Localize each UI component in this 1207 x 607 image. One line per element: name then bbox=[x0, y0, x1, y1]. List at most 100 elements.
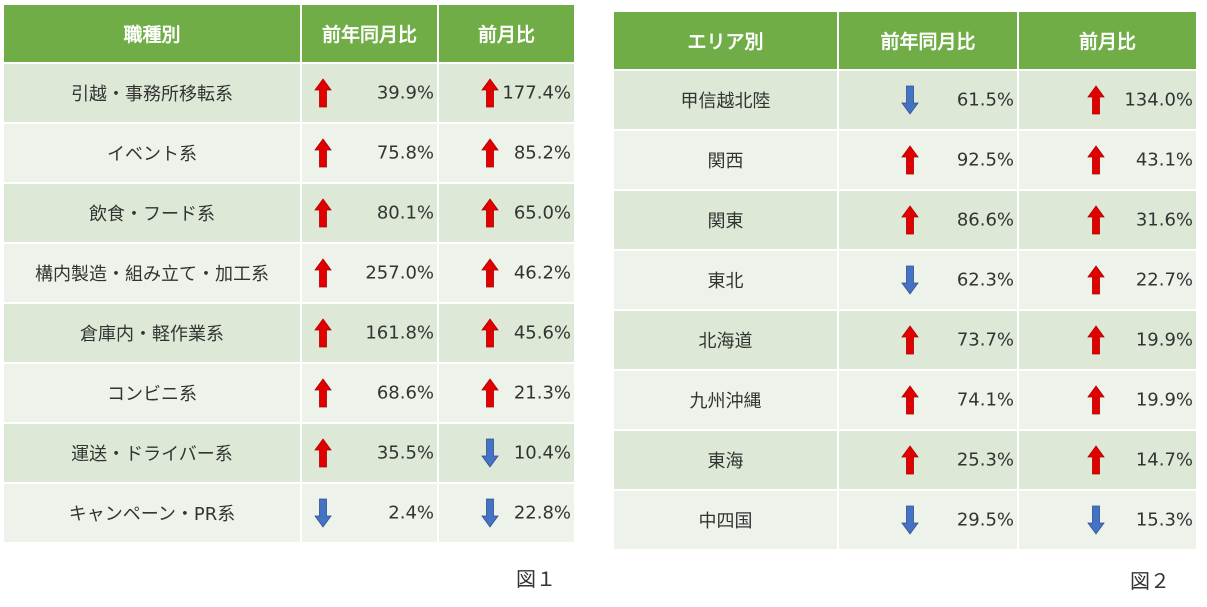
yoy-value: 25.3% bbox=[956, 449, 1014, 471]
area-table: エリア別 前年同月比 前月比 甲信越北陸 61.5% 134.0% 関西 92.5% 43… bbox=[612, 10, 1198, 551]
yoy-value: 74.1% bbox=[956, 389, 1014, 411]
row-label: 構内製造・組み立て・加工系 bbox=[4, 244, 300, 302]
table-row: 中四国 29.5% 15.3% bbox=[614, 491, 1196, 549]
mom-value: 14.7% bbox=[1135, 449, 1193, 471]
arrow-up-icon bbox=[481, 198, 499, 228]
mom-value: 46.2% bbox=[513, 262, 571, 284]
arrow-down-icon bbox=[481, 498, 499, 528]
row-label: 引越・事務所移転系 bbox=[4, 64, 300, 122]
mom-value: 177.4% bbox=[502, 82, 571, 104]
arrow-up-icon bbox=[314, 198, 332, 228]
row-label: 北海道 bbox=[614, 311, 837, 369]
arrow-up-icon bbox=[901, 325, 919, 355]
mom-cell: 45.6% bbox=[439, 304, 574, 362]
row-label: 東北 bbox=[614, 251, 837, 309]
arrow-down-icon bbox=[481, 438, 499, 468]
mom-cell: 19.9% bbox=[1019, 371, 1196, 429]
arrow-down-icon bbox=[901, 265, 919, 295]
arrow-up-icon bbox=[481, 318, 499, 348]
yoy-cell: 92.5% bbox=[839, 131, 1017, 189]
arrow-up-icon bbox=[1087, 85, 1105, 115]
header-yoy: 前年同月比 bbox=[302, 5, 437, 62]
mom-cell: 46.2% bbox=[439, 244, 574, 302]
yoy-value: 61.5% bbox=[956, 89, 1014, 111]
arrow-up-icon bbox=[314, 318, 332, 348]
yoy-cell: 2.4% bbox=[302, 484, 437, 542]
row-label: 甲信越北陸 bbox=[614, 71, 837, 129]
arrow-up-icon bbox=[481, 78, 499, 108]
yoy-value: 39.9% bbox=[376, 82, 434, 104]
yoy-value: 29.5% bbox=[956, 509, 1014, 531]
mom-cell: 177.4% bbox=[439, 64, 574, 122]
yoy-value: 68.6% bbox=[376, 382, 434, 404]
mom-value: 10.4% bbox=[513, 442, 571, 464]
mom-cell: 134.0% bbox=[1019, 71, 1196, 129]
table-header-row: 職種別 前年同月比 前月比 bbox=[4, 5, 574, 62]
row-label: コンビニ系 bbox=[4, 364, 300, 422]
mom-cell: 10.4% bbox=[439, 424, 574, 482]
mom-cell: 31.6% bbox=[1019, 191, 1196, 249]
row-label: キャンペーン・PR系 bbox=[4, 484, 300, 542]
mom-cell: 22.8% bbox=[439, 484, 574, 542]
mom-cell: 22.7% bbox=[1019, 251, 1196, 309]
arrow-up-icon bbox=[314, 438, 332, 468]
yoy-cell: 161.8% bbox=[302, 304, 437, 362]
arrow-down-icon bbox=[1087, 505, 1105, 535]
yoy-cell: 74.1% bbox=[839, 371, 1017, 429]
yoy-value: 2.4% bbox=[388, 502, 434, 524]
area-rows: 甲信越北陸 61.5% 134.0% 関西 92.5% 43.1% 関東 86.6% 31.6%… bbox=[614, 71, 1196, 549]
header-mom: 前月比 bbox=[439, 5, 574, 62]
arrow-down-icon bbox=[901, 505, 919, 535]
yoy-cell: 68.6% bbox=[302, 364, 437, 422]
mom-value: 22.7% bbox=[1135, 269, 1193, 291]
table-row: 北海道 73.7% 19.9% bbox=[614, 311, 1196, 369]
yoy-value: 86.6% bbox=[956, 209, 1014, 231]
arrow-up-icon bbox=[901, 205, 919, 235]
table-row: キャンペーン・PR系 2.4% 22.8% bbox=[4, 484, 574, 542]
yoy-value: 62.3% bbox=[956, 269, 1014, 291]
row-label: 中四国 bbox=[614, 491, 837, 549]
yoy-cell: 62.3% bbox=[839, 251, 1017, 309]
arrow-up-icon bbox=[1087, 265, 1105, 295]
mom-cell: 65.0% bbox=[439, 184, 574, 242]
yoy-cell: 75.8% bbox=[302, 124, 437, 182]
mom-value: 15.3% bbox=[1135, 509, 1193, 531]
mom-value: 85.2% bbox=[513, 142, 571, 164]
mom-cell: 43.1% bbox=[1019, 131, 1196, 189]
arrow-up-icon bbox=[1087, 445, 1105, 475]
job-type-table: 職種別 前年同月比 前月比 引越・事務所移転系 39.9% 177.4% イベント系 7… bbox=[2, 3, 576, 544]
yoy-cell: 61.5% bbox=[839, 71, 1017, 129]
yoy-cell: 35.5% bbox=[302, 424, 437, 482]
arrow-up-icon bbox=[901, 145, 919, 175]
header-job-type: 職種別 bbox=[4, 5, 300, 62]
arrow-up-icon bbox=[481, 378, 499, 408]
row-label: 九州沖縄 bbox=[614, 371, 837, 429]
yoy-value: 80.1% bbox=[376, 202, 434, 224]
table-header-row: エリア別 前年同月比 前月比 bbox=[614, 12, 1196, 69]
table-row: 構内製造・組み立て・加工系 257.0% 46.2% bbox=[4, 244, 574, 302]
row-label: 関東 bbox=[614, 191, 837, 249]
mom-value: 43.1% bbox=[1135, 149, 1193, 171]
row-label: 飲食・フード系 bbox=[4, 184, 300, 242]
table-row: 東北 62.3% 22.7% bbox=[614, 251, 1196, 309]
arrow-up-icon bbox=[901, 445, 919, 475]
arrow-down-icon bbox=[901, 85, 919, 115]
header-area: エリア別 bbox=[614, 12, 837, 69]
mom-cell: 15.3% bbox=[1019, 491, 1196, 549]
arrow-up-icon bbox=[314, 78, 332, 108]
yoy-value: 75.8% bbox=[376, 142, 434, 164]
job-type-rows: 引越・事務所移転系 39.9% 177.4% イベント系 75.8% 85.2% 飲食・フー… bbox=[4, 64, 574, 542]
arrow-up-icon bbox=[314, 138, 332, 168]
yoy-cell: 80.1% bbox=[302, 184, 437, 242]
mom-cell: 19.9% bbox=[1019, 311, 1196, 369]
arrow-up-icon bbox=[1087, 145, 1105, 175]
arrow-up-icon bbox=[901, 385, 919, 415]
table-row: イベント系 75.8% 85.2% bbox=[4, 124, 574, 182]
header-mom: 前月比 bbox=[1019, 12, 1196, 69]
row-label: 関西 bbox=[614, 131, 837, 189]
figure-caption-1: 図１ bbox=[516, 567, 556, 591]
arrow-down-icon bbox=[314, 498, 332, 528]
mom-cell: 85.2% bbox=[439, 124, 574, 182]
mom-cell: 14.7% bbox=[1019, 431, 1196, 489]
table-row: 倉庫内・軽作業系 161.8% 45.6% bbox=[4, 304, 574, 362]
